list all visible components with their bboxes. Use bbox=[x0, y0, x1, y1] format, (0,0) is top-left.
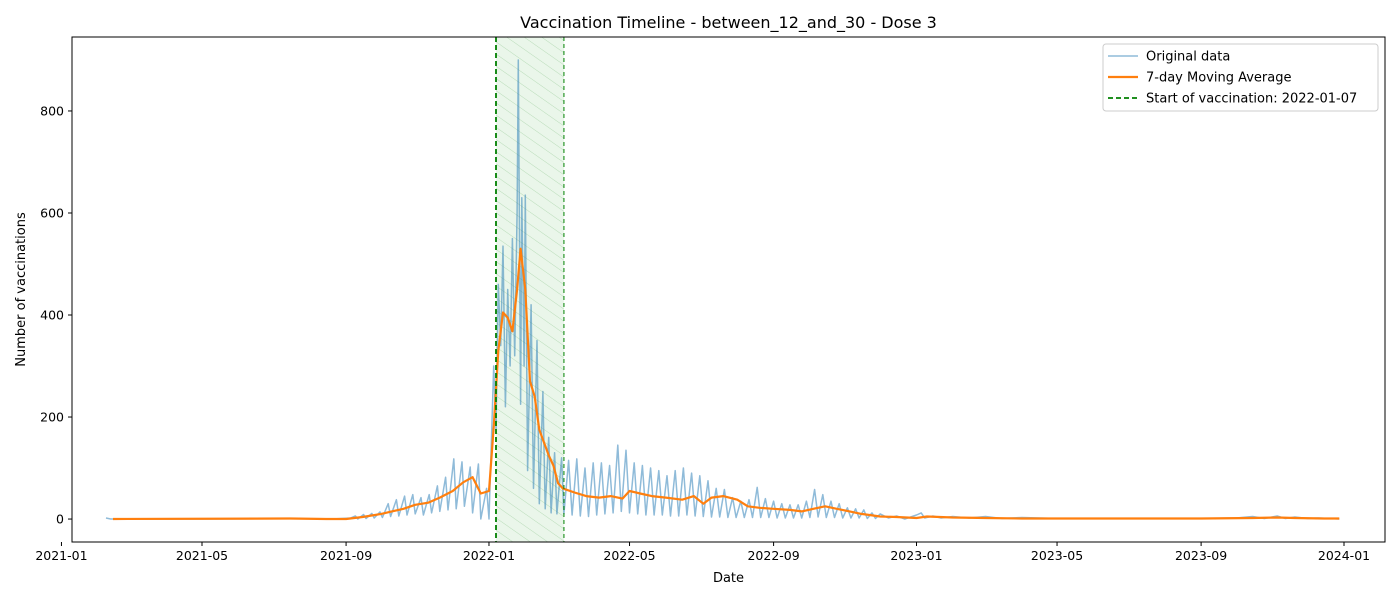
y-tick-label: 600 bbox=[40, 205, 64, 220]
x-axis-title: Date bbox=[713, 571, 744, 586]
series-group bbox=[105, 59, 1340, 521]
y-tick-label: 400 bbox=[40, 308, 64, 323]
x-tick-label: 2022-09 bbox=[747, 548, 799, 563]
y-tick-label: 200 bbox=[40, 410, 64, 425]
x-tick-label: 2021-01 bbox=[35, 548, 87, 563]
plot-frame bbox=[71, 36, 1386, 543]
x-tick-label: 2021-09 bbox=[320, 548, 372, 563]
y-axis: 0 200 400 600 800 bbox=[40, 103, 72, 527]
x-tick-label: 2023-05 bbox=[1031, 548, 1083, 563]
y-tick-label: 800 bbox=[40, 103, 64, 118]
x-tick-label: 2023-01 bbox=[890, 548, 942, 563]
legend-label: Original data bbox=[1146, 50, 1230, 65]
legend-label: 7-day Moving Average bbox=[1146, 71, 1292, 86]
x-tick-label: 2023-09 bbox=[1175, 548, 1227, 563]
legend-box bbox=[1102, 43, 1379, 112]
legend-label: Start of vaccination: 2022-01-07 bbox=[1146, 92, 1357, 107]
y-tick-label: 0 bbox=[56, 512, 64, 527]
x-tick-label: 2024-01 bbox=[1318, 548, 1370, 563]
x-tick-label: 2022-05 bbox=[603, 548, 655, 563]
chart-title: Vaccination Timeline - between_12_and_30… bbox=[520, 13, 937, 33]
vaccination-markers bbox=[495, 37, 565, 542]
x-tick-label: 2022-01 bbox=[463, 548, 515, 563]
legend: Original data 7-day Moving Average Start o… bbox=[1102, 43, 1379, 112]
x-axis: 2021-01 2021-05 2021-09 2022-01 2022-05 2022-… bbox=[35, 542, 1370, 563]
highlight-region bbox=[496, 37, 564, 542]
series-line-moving-average bbox=[112, 247, 1340, 521]
series-line-original bbox=[105, 59, 1340, 520]
y-axis-title: Number of vaccinations bbox=[14, 212, 29, 367]
x-tick-label: 2021-05 bbox=[176, 548, 228, 563]
